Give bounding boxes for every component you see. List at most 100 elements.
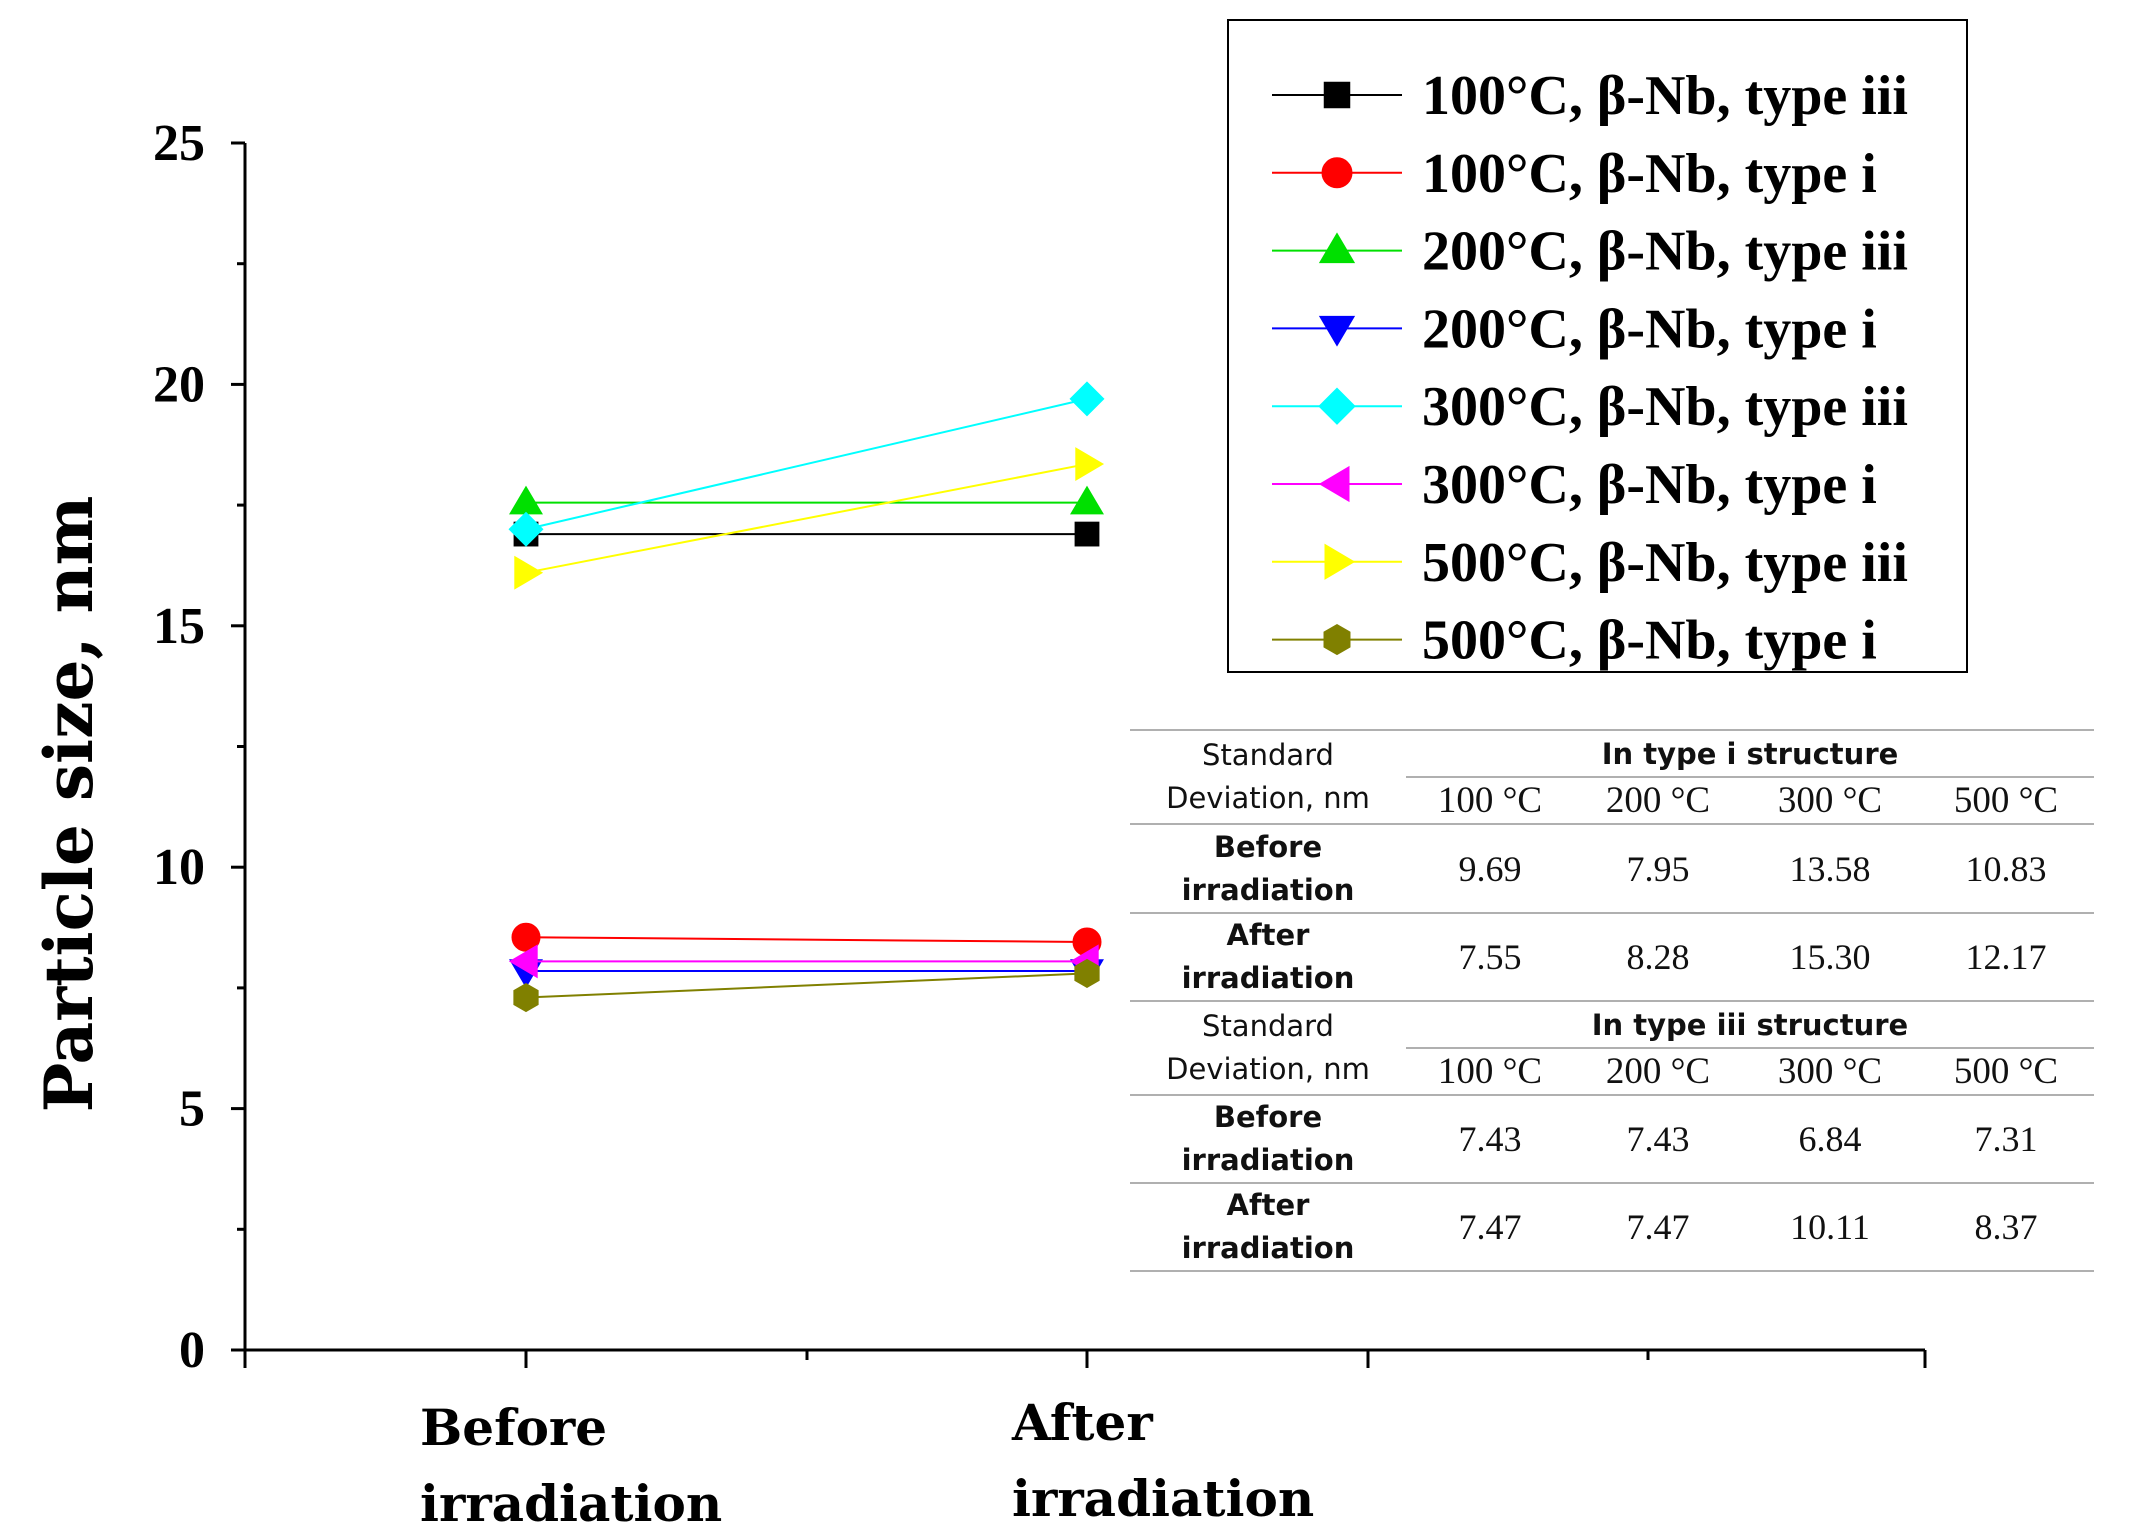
temp-header: 100 °C bbox=[1406, 1047, 1574, 1095]
x-category-label: Before irradiation bbox=[420, 1398, 722, 1533]
series-group bbox=[508, 381, 1105, 547]
y-tick-label: 20 bbox=[153, 356, 205, 413]
data-point bbox=[509, 485, 543, 515]
legend-marker bbox=[1323, 624, 1351, 656]
table-row: Before irradiation 9.69 7.95 13.58 10.83 bbox=[1130, 823, 2094, 913]
table-cell: 7.43 bbox=[1574, 1094, 1742, 1183]
table-cell: 15.30 bbox=[1742, 912, 1918, 1001]
row-label: After irradiation bbox=[1130, 912, 1406, 1001]
table-cell: 7.47 bbox=[1406, 1182, 1574, 1272]
temp-header: 500 °C bbox=[1918, 1047, 2094, 1095]
y-axis-title: Particle size, nm bbox=[30, 496, 108, 1113]
temp-header: 200 °C bbox=[1574, 776, 1742, 824]
legend-item: 300°C, β-Nb, type iii bbox=[1272, 376, 1908, 438]
table-group-title: In type i structure bbox=[1406, 729, 2094, 777]
series-group bbox=[511, 922, 1102, 957]
legend-item: 200°C, β-Nb, type i bbox=[1272, 298, 1877, 360]
table-row: After irradiation 7.47 7.47 10.11 8.37 bbox=[1130, 1182, 2094, 1272]
series-group bbox=[514, 447, 1105, 590]
plot-series bbox=[508, 381, 1105, 1013]
table-group-title: In type iii structure bbox=[1406, 1000, 2094, 1048]
row-label: After irradiation bbox=[1130, 1182, 1406, 1272]
series-group bbox=[509, 959, 1104, 989]
table-row: Before irradiation 7.43 7.43 6.84 7.31 bbox=[1130, 1094, 2094, 1183]
row-label-line2: irradiation bbox=[1181, 1143, 1355, 1177]
legend-item: 500°C, β-Nb, type iii bbox=[1272, 532, 1908, 594]
table-cell: 6.84 bbox=[1742, 1094, 1918, 1183]
legend-marker bbox=[1324, 543, 1356, 580]
y-tick-label: 0 bbox=[179, 1322, 205, 1379]
x-category-label-line: irradiation bbox=[1012, 1469, 1314, 1528]
data-point bbox=[508, 944, 538, 979]
data-point bbox=[1069, 381, 1105, 417]
legend-label: 500°C, β-Nb, type iii bbox=[1422, 532, 1908, 594]
temp-header: 300 °C bbox=[1742, 776, 1918, 824]
data-point bbox=[514, 555, 544, 590]
table-cell: 8.28 bbox=[1574, 912, 1742, 1001]
legend-label: 200°C, β-Nb, type i bbox=[1422, 298, 1877, 360]
table-temp-row: 100 °C 200 °C 300 °C 500 °C bbox=[1130, 776, 2094, 824]
legend-marker bbox=[1318, 315, 1356, 347]
table-cell: 9.69 bbox=[1406, 823, 1574, 913]
legend-item: 100°C, β-Nb, type i bbox=[1272, 143, 1877, 205]
legend-label: 500°C, β-Nb, type i bbox=[1422, 610, 1877, 672]
legend-label: 200°C, β-Nb, type iii bbox=[1422, 221, 1908, 283]
row-label-line1: After bbox=[1226, 1188, 1310, 1222]
temp-header: 200 °C bbox=[1574, 1047, 1742, 1095]
table-row: After irradiation 7.55 8.28 15.30 12.17 bbox=[1130, 912, 2094, 1001]
data-point bbox=[1075, 447, 1105, 482]
temp-header: 300 °C bbox=[1742, 1047, 1918, 1095]
row-label-line2: irradiation bbox=[1181, 872, 1355, 907]
legend-item: 200°C, β-Nb, type iii bbox=[1272, 221, 1908, 283]
table-cell: 13.58 bbox=[1742, 823, 1918, 913]
table-group-header: Standard Deviation, nm In type i structu… bbox=[1130, 729, 2094, 824]
y-tick-label: 15 bbox=[153, 598, 205, 655]
legend-marker bbox=[1323, 81, 1351, 109]
data-point bbox=[1070, 485, 1104, 515]
standard-deviation-table: Standard Deviation, nm In type i structu… bbox=[1130, 729, 2094, 1272]
legend-label: 100°C, β-Nb, type iii bbox=[1422, 65, 1908, 127]
table-corner-label: Standard Deviation, nm bbox=[1130, 1000, 1406, 1095]
legend: 100°C, β-Nb, type iii 100°C, β-Nb, type i… bbox=[1227, 19, 1968, 673]
y-tick-label: 10 bbox=[153, 839, 205, 896]
series-line bbox=[525, 397, 1088, 531]
axes: 0 5 10 15 20 25 Before irradiation After irradiat… bbox=[153, 115, 1927, 1533]
series-line bbox=[525, 936, 1088, 944]
temp-header: 500 °C bbox=[1918, 776, 2094, 824]
corner-label-line1: Standard bbox=[1202, 1009, 1334, 1043]
series-group bbox=[513, 958, 1100, 1013]
y-tick-label: 5 bbox=[179, 1081, 205, 1138]
x-category-label-line: irradiation bbox=[420, 1474, 722, 1533]
x-category-label: After irradiation bbox=[1011, 1393, 1314, 1528]
legend-marker bbox=[1318, 232, 1356, 264]
legend-label: 300°C, β-Nb, type i bbox=[1422, 454, 1877, 516]
series-group bbox=[508, 944, 1099, 979]
table-cell: 7.31 bbox=[1918, 1094, 2094, 1183]
legend-item: 100°C, β-Nb, type iii bbox=[1272, 65, 1908, 127]
legend-marker bbox=[1321, 157, 1353, 189]
row-label-line2: irradiation bbox=[1181, 961, 1355, 995]
series-line bbox=[525, 463, 1088, 574]
legend-label: 100°C, β-Nb, type i bbox=[1422, 143, 1877, 205]
legend-item: 500°C, β-Nb, type i bbox=[1272, 610, 1877, 672]
table-group-header: Standard Deviation, nm In type iii struc… bbox=[1130, 1000, 2094, 1095]
table-corner-label: Standard Deviation, nm bbox=[1130, 729, 1406, 824]
table-cell: 7.43 bbox=[1406, 1094, 1574, 1183]
corner-label-line2: Deviation, nm bbox=[1166, 781, 1370, 815]
series-group bbox=[513, 521, 1100, 547]
series-group bbox=[509, 485, 1104, 515]
series-line bbox=[525, 972, 1088, 999]
table-cell: 10.83 bbox=[1918, 823, 2094, 913]
data-point bbox=[508, 511, 544, 547]
table-cell: 7.55 bbox=[1406, 912, 1574, 1001]
data-point bbox=[1074, 521, 1100, 547]
row-label: Before irradiation bbox=[1130, 1094, 1406, 1183]
table-cell: 7.47 bbox=[1574, 1182, 1742, 1272]
data-point bbox=[513, 982, 539, 1013]
table-cell: 8.37 bbox=[1918, 1182, 2094, 1272]
table-cell: 12.17 bbox=[1918, 912, 2094, 1001]
table-cell: 7.95 bbox=[1574, 823, 1742, 913]
row-label-line2: irradiation bbox=[1181, 1231, 1355, 1265]
corner-label-line2: Deviation, nm bbox=[1166, 1052, 1370, 1086]
